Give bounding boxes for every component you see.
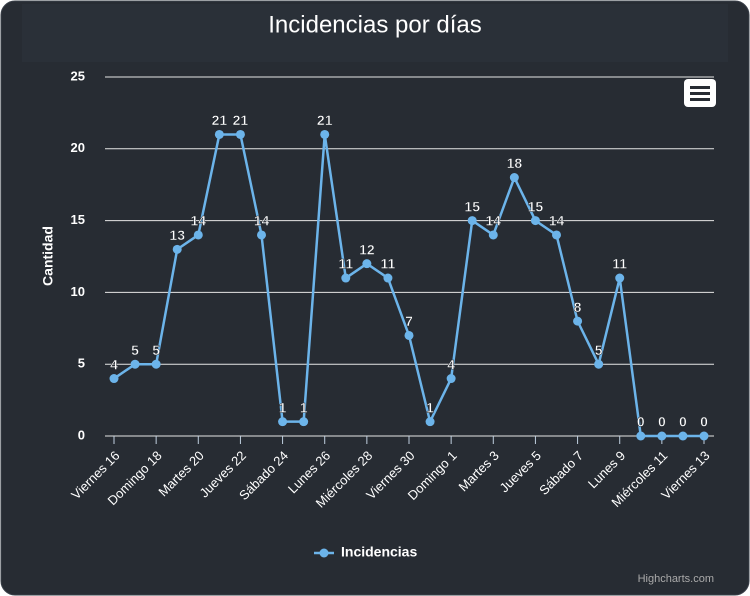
data-label: 15 [528,198,544,214]
point [193,230,203,240]
data-label: 1 [426,399,434,415]
data-label: 11 [381,256,396,272]
data-label: 14 [549,213,565,229]
point [446,374,456,384]
data-label: 14 [190,213,206,229]
point [341,273,351,283]
point [299,417,309,427]
data-label: 5 [595,342,603,358]
point [214,129,224,139]
point [657,431,667,441]
point [151,359,161,369]
menu-bar [690,92,710,95]
point [509,173,519,183]
data-label: 21 [233,112,249,128]
data-label: 0 [700,414,708,430]
menu-bar [690,86,710,89]
point [257,230,266,240]
y-tick-label: 15 [71,212,85,227]
legend-symbol [319,548,329,558]
point [172,244,182,254]
data-label: 15 [464,198,480,214]
data-label: 11 [338,256,353,272]
legend-label: Incidencias [341,544,417,560]
data-label: 12 [359,241,375,257]
y-tick-label: 5 [78,356,85,371]
data-label: 5 [152,342,160,358]
data-label: 14 [485,213,501,229]
y-tick-label: 0 [78,427,85,442]
point [425,417,435,427]
y-axis-label: Cantidad [40,226,56,286]
data-label: 1 [300,399,308,415]
data-label: 0 [658,414,666,430]
point [404,330,414,340]
y-tick-label: 10 [71,284,85,299]
point [615,273,625,283]
data-label: 18 [507,155,523,171]
point [594,359,604,369]
menu-bar [690,98,710,101]
point [699,431,709,441]
point [362,259,372,269]
data-label: 21 [212,112,228,128]
point [488,230,498,240]
menu-button[interactable] [684,79,716,107]
data-label: 14 [254,213,270,229]
y-tick-label: 25 [71,68,85,83]
point [320,129,330,139]
data-label: 8 [574,299,582,315]
data-label: 4 [110,356,118,372]
data-label: 4 [447,356,455,372]
point [530,216,540,226]
point [383,273,393,283]
point [235,129,245,139]
data-label: 5 [131,342,139,358]
data-label: 0 [679,414,687,430]
data-label: 1 [279,399,287,415]
data-label: 0 [637,414,645,430]
credits: Highcharts.com [638,573,714,585]
point [636,431,646,441]
point [109,374,119,384]
title-band [22,4,728,62]
point [130,359,140,369]
y-tick-label: 20 [71,140,85,155]
point [573,316,583,326]
point [678,431,688,441]
chart-title: Incidencias por días [268,11,481,38]
data-label: 11 [612,256,627,272]
data-label: 13 [169,227,185,243]
point [552,230,561,240]
legend-item[interactable]: Incidencias [314,544,417,560]
point [467,216,477,226]
point [278,417,288,427]
data-label: 7 [405,313,413,329]
data-label: 21 [317,112,333,128]
